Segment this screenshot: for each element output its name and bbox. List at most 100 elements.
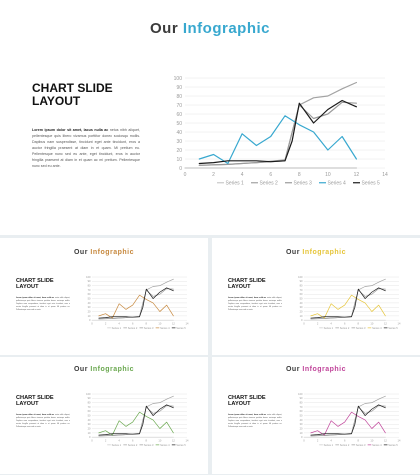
y-tick-label: 90 — [300, 279, 303, 283]
thumb-slide-yellow: Our Infographic CHART SLIDE LAYOUT Lorem… — [212, 238, 420, 355]
y-tick-label: 70 — [176, 103, 182, 109]
legend-label: Series 2 — [128, 326, 138, 330]
y-tick-label: 100 — [298, 392, 303, 396]
thumb-body-rest: netus nibh aliquet, pellentesque quis li… — [228, 297, 283, 311]
y-tick-label: 60 — [300, 292, 303, 296]
y-tick-label: 40 — [88, 418, 91, 422]
thumb-heading-line2: LAYOUT — [16, 284, 39, 291]
y-tick-label: 30 — [176, 139, 182, 145]
y-tick-label: 80 — [88, 401, 91, 405]
body-rest: netus nibh aliquet, pellentesque quis li… — [32, 128, 140, 168]
legend-label: Series 3 — [294, 181, 313, 187]
x-tick-label: 10 — [325, 172, 331, 178]
y-tick-label: 30 — [88, 305, 91, 309]
legend-label: Series 2 — [340, 326, 350, 330]
main-slide: Our Infographic CHART SLIDE LAYOUT Lorem… — [0, 0, 420, 235]
x-tick-label: 6 — [132, 438, 134, 442]
thumb-title-main: Our — [73, 366, 88, 373]
thumb-slide-orange: Our Infographic CHART SLIDE LAYOUT Lorem… — [0, 238, 208, 355]
x-tick-label: 6 — [132, 321, 134, 325]
thumb-body-lead: Lorem ipsum dolor sit amet, lacus nulla … — [228, 297, 267, 299]
y-tick-label: 90 — [176, 85, 182, 91]
y-tick-label: 70 — [88, 405, 91, 409]
y-tick-label: 0 — [301, 435, 303, 439]
x-tick-label: 8 — [358, 438, 360, 442]
x-tick-label: 14 — [398, 321, 401, 325]
y-tick-label: 60 — [88, 409, 91, 413]
y-tick-label: 20 — [176, 148, 182, 154]
x-tick-label: 2 — [105, 321, 107, 325]
slide-body-text: Lorem ipsum dolor sit amet, lacus nulla … — [32, 127, 140, 169]
y-tick-label: 60 — [88, 292, 91, 296]
y-tick-label: 90 — [88, 279, 91, 283]
y-tick-label: 80 — [300, 401, 303, 405]
x-tick-label: 14 — [398, 438, 401, 442]
y-tick-label: 40 — [300, 301, 303, 305]
legend-label: Series 1 — [112, 326, 122, 330]
x-tick-label: 8 — [146, 321, 148, 325]
series-line-series-5 — [310, 287, 386, 319]
thumb-heading-line2: LAYOUT — [228, 401, 251, 408]
legend-label: Series 4 — [328, 181, 347, 187]
x-tick-label: 0 — [91, 438, 93, 442]
x-tick-label: 10 — [370, 438, 373, 442]
x-tick-label: 8 — [298, 172, 301, 178]
thumb-title-main: Our — [285, 366, 300, 373]
series-line-series-4 — [310, 411, 386, 436]
x-tick-label: 12 — [172, 321, 175, 325]
thumb-body-text: Lorem ipsum dolor sit amet, lacus nulla … — [228, 414, 282, 429]
x-tick-label: 10 — [158, 438, 161, 442]
legend-label: Series 3 — [144, 443, 154, 447]
y-tick-label: 60 — [300, 409, 303, 413]
thumb-heading: CHART SLIDE LAYOUT — [228, 395, 266, 408]
y-tick-label: 60 — [176, 112, 182, 118]
legend-label: Series 2 — [128, 443, 138, 447]
legend-label: Series 5 — [362, 181, 381, 187]
slide-heading: CHART SLIDE LAYOUT — [32, 81, 113, 109]
y-tick-label: 10 — [88, 314, 91, 318]
x-tick-label: 6 — [344, 438, 346, 442]
x-tick-label: 2 — [105, 438, 107, 442]
y-tick-label: 50 — [176, 121, 182, 127]
thumb-body-lead: Lorem ipsum dolor sit amet, lacus nulla … — [16, 414, 55, 416]
y-tick-label: 80 — [176, 94, 182, 100]
series-line-series-2 — [98, 395, 174, 437]
y-tick-label: 30 — [300, 305, 303, 309]
y-tick-label: 90 — [88, 396, 91, 400]
thumb-heading-line1: CHART SLIDE — [16, 395, 54, 401]
y-tick-label: 40 — [176, 130, 182, 136]
y-tick-label: 0 — [89, 435, 91, 439]
thumb-heading-line2: LAYOUT — [16, 401, 39, 408]
legend-label: Series 5 — [176, 326, 186, 330]
legend-label: Series 4 — [160, 326, 170, 330]
legend-label: Series 2 — [260, 181, 279, 187]
legend-label: Series 4 — [372, 326, 382, 330]
x-tick-label: 4 — [241, 172, 244, 178]
x-tick-label: 12 — [172, 438, 175, 442]
y-tick-label: 70 — [300, 405, 303, 409]
series-line-series-3 — [98, 288, 174, 320]
series-line-series-3 — [310, 405, 386, 437]
y-tick-label: 80 — [88, 284, 91, 288]
x-tick-label: 0 — [303, 321, 305, 325]
legend-label: Series 1 — [324, 326, 334, 330]
series-line-series-5 — [98, 404, 174, 436]
series-line-series-2 — [98, 278, 174, 320]
thumb-title-accent: Infographic — [302, 249, 347, 256]
thumb-body-rest: netus nibh aliquet, pellentesque quis li… — [228, 414, 283, 428]
series-line-series-4 — [310, 294, 386, 319]
x-tick-label: 4 — [330, 438, 332, 442]
series-line-series-4 — [98, 411, 174, 436]
y-tick-label: 70 — [300, 288, 303, 292]
x-tick-label: 12 — [384, 438, 387, 442]
thumb-title: Our Infographic — [0, 366, 208, 373]
y-tick-label: 10 — [300, 314, 303, 318]
thumb-body-rest: netus nibh aliquet, pellentesque quis li… — [16, 297, 71, 311]
x-tick-label: 12 — [384, 321, 387, 325]
x-tick-label: 4 — [330, 321, 332, 325]
legend-label: Series 3 — [356, 443, 366, 447]
y-tick-label: 30 — [88, 422, 91, 426]
